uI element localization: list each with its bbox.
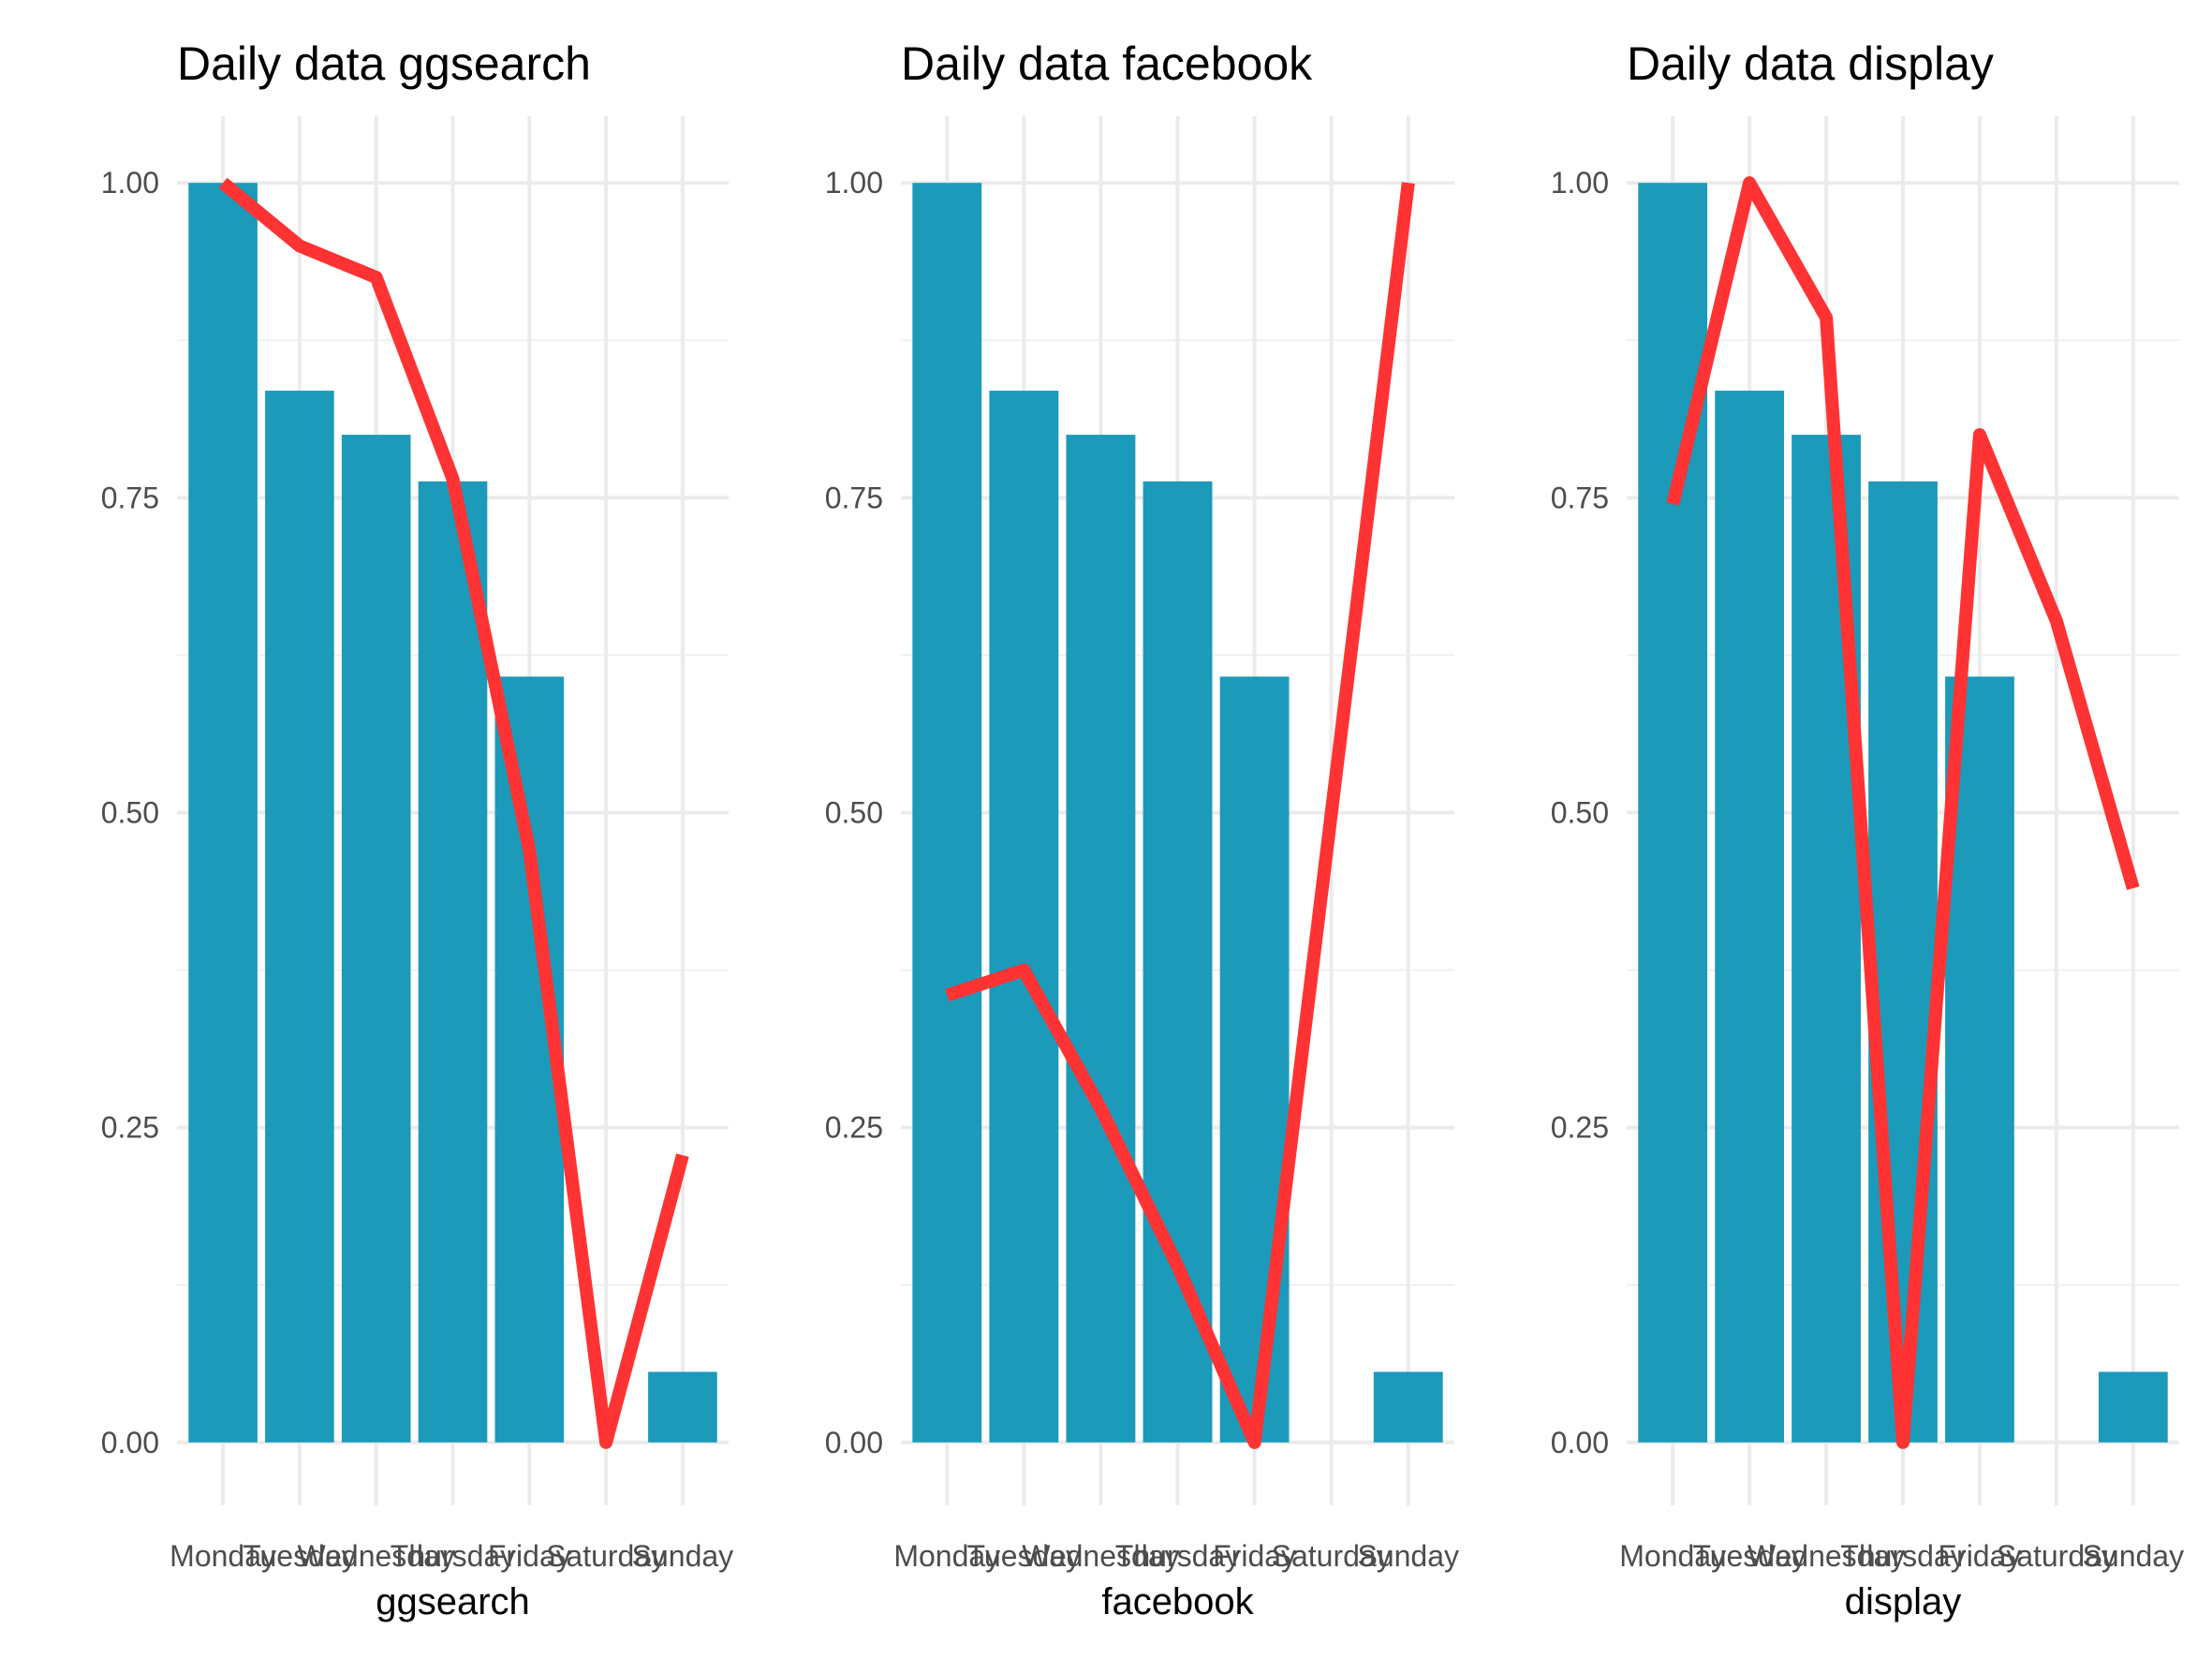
bar-friday [1219, 676, 1290, 1443]
y-tick-label: 0.25 [1551, 1111, 1609, 1145]
y-tick-label: 0.00 [825, 1426, 883, 1459]
x-tick-label: Thursday [391, 1539, 515, 1573]
x-tick-label: Sunday [1357, 1539, 1459, 1573]
bar-monday [188, 183, 258, 1443]
line-series [945, 182, 1415, 1449]
bar-monday [1638, 183, 1708, 1443]
line-series [218, 177, 689, 1449]
y-tick-label: 0.25 [825, 1111, 883, 1145]
x-tick-label: Thursday [1115, 1539, 1240, 1573]
bar-thursday [418, 481, 488, 1443]
x-tick-label: Friday [1213, 1539, 1296, 1573]
x-tick-label: Wednesday [297, 1539, 454, 1573]
bar-sunday [2098, 1371, 2168, 1443]
y-tick-label: 0.75 [825, 481, 883, 514]
x-tick-label: Friday [1938, 1539, 2021, 1573]
x-tick-label: Sunday [2083, 1539, 2185, 1573]
x-tick-label: Tuesday [967, 1539, 1082, 1573]
bar-monday [912, 183, 982, 1443]
bar-thursday [1143, 481, 1213, 1443]
bar-wednesday [1066, 435, 1136, 1443]
x-tick-label: Saturday [546, 1539, 666, 1573]
x-axis-title: ggsearch [376, 1581, 530, 1622]
y-tick-label: 1.00 [1551, 166, 1609, 200]
chart-panel-2: 0.00 0.25 0.50 0.75 1.00 MondayTuesdayWednesd… [825, 37, 1459, 1622]
x-tick-label: Monday [170, 1539, 276, 1573]
x-tick-label: Tuesday [1692, 1539, 1806, 1573]
bar-wednesday [341, 435, 411, 1443]
x-tick-label: Saturday [1272, 1539, 1392, 1573]
x-tick-label: Wednesday [1747, 1539, 1905, 1573]
x-axis-title: display [1845, 1581, 1962, 1622]
y-tick-label: 0.50 [1551, 796, 1609, 830]
x-tick-label: Wednesday [1022, 1539, 1179, 1573]
panel-title: Daily data display [1627, 37, 1994, 90]
x-tick-label: Monday [1619, 1539, 1726, 1573]
bar-sunday [648, 1371, 717, 1443]
y-tick-label: 0.50 [825, 796, 883, 830]
bar-tuesday [265, 391, 334, 1443]
y-tick-label: 1.00 [825, 166, 883, 200]
chart-panel-3: 0.00 0.25 0.50 0.75 1.00 MondayTuesdayWednesd… [1551, 37, 2184, 1622]
x-tick-label: Thursday [1840, 1539, 1965, 1573]
x-tick-label: Monday [893, 1539, 1000, 1573]
chart-panel-1: 0.00 0.25 0.50 0.75 1.00 MondayTuesdayWednesd… [101, 37, 733, 1622]
x-tick-label: Friday [488, 1539, 571, 1573]
y-tick-label: 0.75 [1551, 481, 1609, 514]
bar-tuesday [989, 391, 1059, 1443]
line-series [1666, 176, 2140, 1449]
panel-title: Daily data facebook [901, 37, 1313, 90]
bar-tuesday [1715, 391, 1784, 1443]
y-tick-label: 1.00 [101, 166, 159, 200]
x-tick-label: Saturday [1997, 1539, 2116, 1573]
x-axis-title: facebook [1101, 1581, 1254, 1622]
bar-sunday [1373, 1371, 1443, 1443]
bar-thursday [1868, 481, 1938, 1443]
x-tick-label: Tuesday [243, 1539, 357, 1573]
panel-title: Daily data ggsearch [177, 37, 591, 90]
y-tick-label: 0.50 [101, 796, 159, 830]
y-tick-label: 0.75 [101, 481, 159, 514]
x-tick-label: Sunday [632, 1539, 734, 1573]
y-tick-label: 0.00 [101, 1426, 159, 1459]
y-tick-label: 0.00 [1551, 1426, 1609, 1459]
y-tick-label: 0.25 [101, 1111, 159, 1145]
